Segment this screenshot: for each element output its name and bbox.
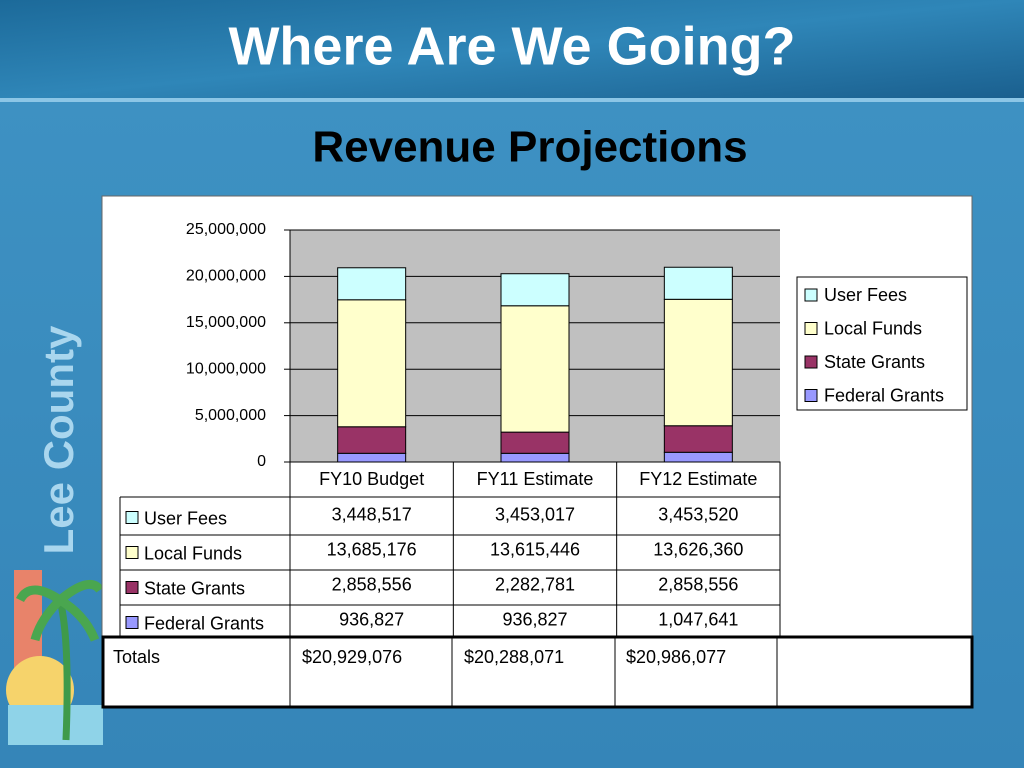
table-value: 3,453,017 (495, 504, 575, 524)
y-tick-label: 10,000,000 (186, 360, 266, 377)
bar-segment (500, 431, 570, 454)
y-tick-label: 20,000,000 (186, 268, 266, 285)
totals-value: $20,929,076 (302, 647, 402, 667)
y-tick-label: 0 (257, 453, 266, 470)
legend-swatch (804, 355, 818, 369)
y-tick-label: 15,000,000 (186, 314, 266, 331)
table-value: 2,282,781 (495, 574, 575, 594)
y-tick-label: 5,000,000 (195, 407, 266, 424)
table-row-label: State Grants (144, 578, 245, 598)
bar-segment (500, 273, 570, 307)
table-value: 2,858,556 (658, 574, 738, 594)
sidebar-text: Lee County (35, 325, 82, 554)
table-value: 13,615,446 (490, 539, 580, 559)
x-tick-label: FY12 Estimate (639, 469, 757, 489)
table-swatch (125, 616, 139, 629)
table-row-label: User Fees (144, 508, 227, 528)
legend-label: State Grants (824, 352, 925, 372)
legend-label: Local Funds (824, 318, 922, 338)
legend-swatch (804, 288, 818, 302)
totals-value: $20,986,077 (626, 647, 726, 667)
bar-segment (663, 451, 733, 463)
bar-segment (337, 267, 407, 301)
table-value: 13,685,176 (327, 539, 417, 559)
legend-label: Federal Grants (824, 385, 944, 405)
x-tick-label: FY11 Estimate (477, 469, 594, 489)
chart: 0 5,000,000 10,000,000 15,000,000 20,000,000… (101, 221, 974, 709)
bar-segment (663, 266, 733, 300)
bar-segment (337, 452, 407, 463)
legend-label: User Fees (824, 285, 907, 305)
table-value: 1,047,641 (658, 609, 738, 629)
table-row-label: Federal Grants (144, 613, 264, 633)
banner (0, 0, 1024, 100)
totals-label: Totals (113, 647, 160, 667)
table-value: 936,827 (502, 609, 567, 629)
table-value: 936,827 (339, 609, 404, 629)
bar-segment (663, 425, 733, 453)
y-tick-label: 25,000,000 (186, 221, 266, 238)
bar-segment (500, 452, 570, 463)
totals-value: $20,288,071 (464, 647, 564, 667)
legend (796, 276, 968, 411)
table-value: 3,453,520 (658, 504, 738, 524)
bar-segment (500, 305, 570, 433)
chart-title: Revenue Projections (312, 123, 747, 172)
table-value: 3,448,517 (332, 504, 412, 524)
table-value: 2,858,556 (332, 574, 412, 594)
slide-title: Where Are We Going? (228, 16, 795, 76)
bar-segment (337, 299, 407, 428)
legend-swatch (804, 389, 818, 402)
totals-row (101, 635, 974, 709)
legend-swatch (804, 322, 818, 335)
x-tick-label: FY10 Budget (319, 469, 424, 489)
table-swatch (125, 581, 139, 594)
table-swatch (125, 546, 139, 559)
table-row-label: Local Funds (144, 543, 242, 563)
logo (6, 570, 104, 745)
table-value: 13,626,360 (653, 539, 743, 559)
table-swatch (125, 511, 139, 524)
banner-edge (0, 98, 1024, 102)
bar-segment (337, 426, 407, 454)
bar-segment (663, 298, 733, 427)
